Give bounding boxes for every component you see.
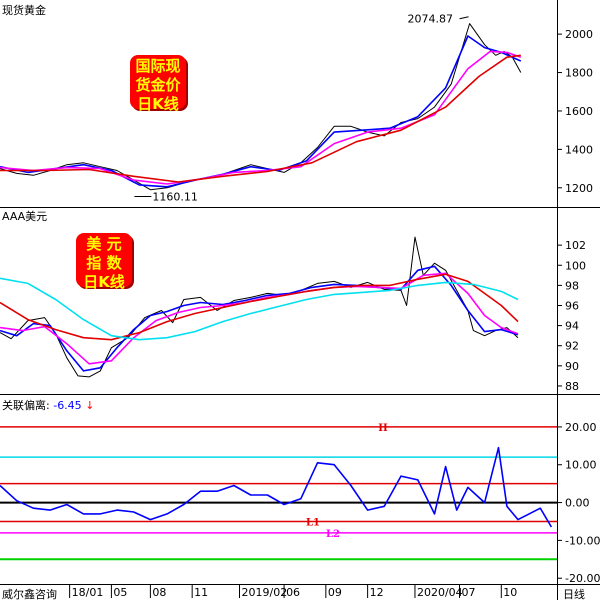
dollar-series-line [0,277,519,341]
gold-ytick-label: 1600 [565,105,593,118]
dollar-badge-line1: 美 元 [86,235,122,253]
deviation-ytick-label: 10.00 [565,459,597,472]
x-tick-label: 08 [152,586,166,599]
deviation-value: -6.45 [53,399,82,412]
source-label: 威尔鑫咨询 [2,588,57,601]
gold-ytick-label: 1200 [565,182,593,195]
x-tick-label: 2020/04 [417,586,463,599]
gold-ytick-label: 1800 [565,67,593,80]
x-tick-label: 09 [328,586,342,599]
dollar-series-line [0,265,519,372]
dollar-ytick-label: 92 [565,340,579,353]
deviation-arrow-icon: ↓ [85,399,95,412]
period-label: 日线 [563,588,585,601]
dollar-ytick-label: 94 [565,320,579,333]
dollar-ytick-label: 100 [565,259,586,272]
x-tick-label: 18/01 [72,586,104,599]
x-tick-label: 12 [370,586,384,599]
gold-low-label: 1160.11 [152,190,198,203]
deviation-panel-title: 关联偏离: -6.45 ↓ [2,397,94,413]
gold-high-pointer [459,16,469,20]
gold-badge-line1: 国际现 [135,57,181,75]
gold-panel-title: 现货黄金 [2,4,46,17]
dollar-series-line [0,273,519,341]
x-tick-label: 05 [113,586,127,599]
gold-ytick-label: 2000 [565,28,593,41]
gold-badge-line2: 货金价 [135,76,181,94]
dollar-ytick-label: 102 [565,239,586,252]
x-tick-label: 2019/02 [242,586,288,599]
deviation-series-line [0,446,553,528]
gold-ytick-label: 1400 [565,143,593,156]
gold-high-label: 2074.87 [408,13,454,26]
dollar-panel-title: AAA美元 [2,210,48,223]
dollar-badge-line2: 指 数 [86,254,122,272]
x-tick-label: 07 [462,586,476,599]
gold-series-line [0,54,521,183]
x-tick-label: 10 [503,586,517,599]
gold-badge-line3: 日K线 [137,95,179,113]
deviation-hline-label: L1 [306,517,320,528]
gold-badge: 国际现 货金价 日K线 [130,55,186,113]
deviation-ytick-label: 20.00 [565,421,597,434]
x-tick-label: 06 [286,586,300,599]
dollar-ytick-label: 96 [565,299,579,312]
dollar-ytick-label: 88 [565,380,579,393]
deviation-ytick-label: -20.00 [565,572,600,585]
dollar-badge-line3: 日K线 [83,273,125,291]
dollar-ytick-label: 90 [565,360,579,373]
deviation-hline-label: H [378,423,387,434]
deviation-ytick-label: -10.00 [565,534,600,547]
gold-series-line [0,35,522,188]
x-tick-label: 11 [194,586,208,599]
dollar-ytick-label: 98 [565,279,579,292]
dollar-series-line [0,272,519,365]
deviation-label: 关联偏离: [2,399,50,412]
deviation-ytick-label: 0.00 [565,497,590,510]
deviation-hline-label: L2 [326,529,340,540]
dollar-badge: 美 元 指 数 日K线 [76,233,132,291]
gold-series-line [0,50,522,185]
